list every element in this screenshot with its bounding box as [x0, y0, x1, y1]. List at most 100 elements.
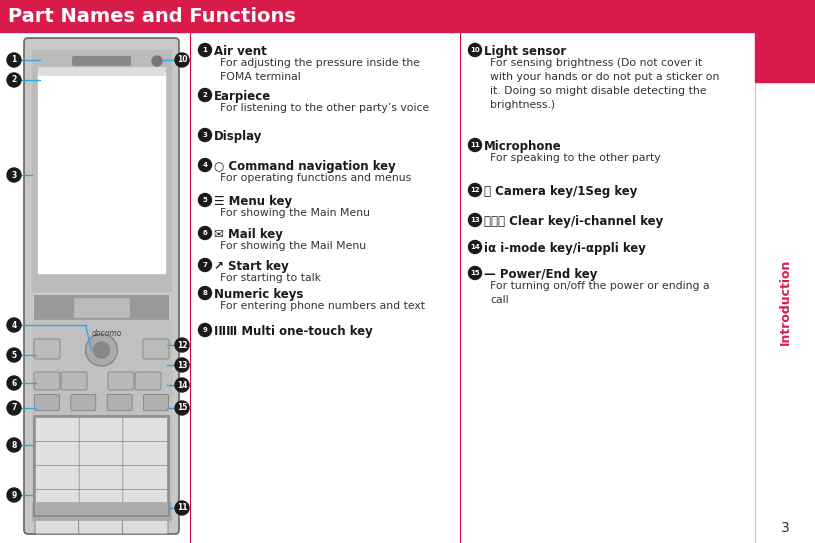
- Text: For showing the Main Menu: For showing the Main Menu: [220, 208, 370, 218]
- Text: For turning on/off the power or ending a
call: For turning on/off the power or ending a…: [490, 281, 710, 305]
- Circle shape: [7, 73, 21, 87]
- Text: 14: 14: [470, 244, 480, 250]
- Bar: [32, 502, 171, 520]
- Circle shape: [199, 89, 212, 102]
- Text: 6: 6: [203, 230, 207, 236]
- Text: 9: 9: [11, 490, 16, 500]
- Circle shape: [7, 488, 21, 502]
- Text: 3: 3: [11, 171, 16, 180]
- Text: 13: 13: [177, 361, 187, 369]
- Text: ✉ Mail key: ✉ Mail key: [214, 228, 283, 241]
- Text: 📷 Camera key/1Seg key: 📷 Camera key/1Seg key: [484, 185, 637, 198]
- Text: Part Names and Functions: Part Names and Functions: [8, 7, 296, 26]
- Circle shape: [469, 184, 482, 197]
- Text: 5: 5: [203, 197, 207, 203]
- Text: 9: 9: [203, 327, 208, 333]
- Text: 6: 6: [11, 378, 16, 388]
- FancyBboxPatch shape: [123, 465, 168, 490]
- Text: Numeric keys: Numeric keys: [214, 288, 303, 301]
- Circle shape: [199, 193, 212, 206]
- Text: 8: 8: [11, 440, 16, 450]
- FancyBboxPatch shape: [34, 339, 60, 359]
- Text: 15: 15: [470, 270, 480, 276]
- FancyBboxPatch shape: [135, 372, 161, 390]
- FancyBboxPatch shape: [72, 56, 131, 66]
- Text: 3: 3: [781, 521, 790, 535]
- Text: — Power/End key: — Power/End key: [484, 268, 597, 281]
- Text: 2: 2: [11, 75, 16, 85]
- FancyBboxPatch shape: [123, 418, 168, 443]
- Circle shape: [175, 401, 189, 415]
- Bar: [38, 67, 165, 75]
- Text: Air vent: Air vent: [214, 45, 267, 58]
- FancyBboxPatch shape: [71, 395, 96, 411]
- Bar: [74, 298, 129, 317]
- Circle shape: [94, 342, 109, 358]
- Text: 15: 15: [177, 403, 187, 413]
- Circle shape: [175, 338, 189, 352]
- FancyBboxPatch shape: [34, 395, 59, 411]
- Bar: [755, 32, 815, 82]
- Circle shape: [469, 267, 482, 280]
- Circle shape: [199, 43, 212, 56]
- Text: 14: 14: [177, 381, 187, 389]
- Text: ↗ Start key: ↗ Start key: [214, 260, 289, 273]
- FancyBboxPatch shape: [143, 395, 169, 411]
- FancyBboxPatch shape: [122, 514, 168, 534]
- Circle shape: [7, 168, 21, 182]
- Circle shape: [199, 324, 212, 337]
- FancyBboxPatch shape: [123, 441, 168, 466]
- Text: Display: Display: [214, 130, 262, 143]
- Circle shape: [86, 334, 117, 366]
- Text: 4: 4: [11, 320, 16, 330]
- FancyBboxPatch shape: [36, 441, 80, 466]
- Text: 11: 11: [177, 503, 187, 513]
- Text: Light sensor: Light sensor: [484, 45, 566, 58]
- Text: Earpiece: Earpiece: [214, 90, 271, 103]
- Text: ☰ Menu key: ☰ Menu key: [214, 195, 292, 208]
- Text: Introduction: Introduction: [778, 258, 791, 345]
- Circle shape: [7, 401, 21, 415]
- FancyBboxPatch shape: [143, 339, 169, 359]
- Text: docomo: docomo: [91, 329, 121, 338]
- Text: 8: 8: [203, 290, 208, 296]
- Bar: [38, 72, 165, 273]
- Circle shape: [469, 213, 482, 226]
- Bar: [755, 0, 815, 32]
- Text: 1: 1: [203, 47, 208, 53]
- Circle shape: [199, 129, 212, 142]
- Text: 12: 12: [177, 340, 187, 350]
- Circle shape: [175, 501, 189, 515]
- Circle shape: [199, 159, 212, 172]
- FancyBboxPatch shape: [123, 489, 168, 515]
- Circle shape: [175, 358, 189, 372]
- Text: For speaking to the other party: For speaking to the other party: [490, 153, 661, 163]
- Text: iα i-mode key/i-αppli key: iα i-mode key/i-αppli key: [484, 242, 645, 255]
- Circle shape: [199, 226, 212, 239]
- Text: 12: 12: [470, 187, 480, 193]
- Text: クリア Clear key/i-channel key: クリア Clear key/i-channel key: [484, 215, 663, 228]
- FancyBboxPatch shape: [34, 372, 60, 390]
- Text: For entering phone numbers and text: For entering phone numbers and text: [220, 301, 425, 311]
- FancyBboxPatch shape: [79, 465, 124, 490]
- Text: 7: 7: [203, 262, 208, 268]
- FancyBboxPatch shape: [79, 418, 124, 443]
- FancyBboxPatch shape: [79, 514, 125, 534]
- Circle shape: [7, 376, 21, 390]
- Text: 4: 4: [202, 162, 208, 168]
- Text: 10: 10: [177, 55, 187, 65]
- Circle shape: [7, 348, 21, 362]
- Text: 11: 11: [470, 142, 480, 148]
- Circle shape: [152, 56, 162, 66]
- Circle shape: [7, 53, 21, 67]
- Bar: [34, 416, 169, 516]
- FancyBboxPatch shape: [36, 489, 80, 515]
- Text: ○ Command navigation key: ○ Command navigation key: [214, 160, 396, 173]
- Bar: [32, 50, 171, 291]
- Circle shape: [469, 138, 482, 151]
- Circle shape: [175, 378, 189, 392]
- FancyBboxPatch shape: [35, 514, 81, 534]
- Circle shape: [175, 53, 189, 67]
- Text: 2: 2: [203, 92, 207, 98]
- Circle shape: [7, 318, 21, 332]
